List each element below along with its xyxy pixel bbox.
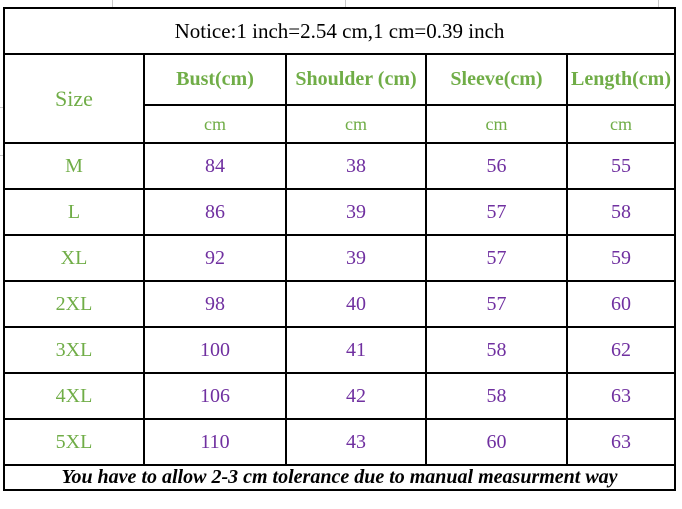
table-row: M 84 38 56 55 xyxy=(3,142,676,190)
unit-row: cm cm cm cm xyxy=(4,104,676,144)
shoulder-column-header: Shoulder (cm) xyxy=(285,53,427,106)
sleeve-unit-label: cm xyxy=(425,104,568,144)
gridline-artifact xyxy=(345,0,346,7)
shoulder-unit-label: cm xyxy=(285,104,427,144)
gridline-artifact xyxy=(0,107,4,108)
table-row: 3XL 100 41 58 62 xyxy=(3,326,676,374)
header-row: Size Bust(cm) Shoulder (cm) Sleeve(cm) L… xyxy=(3,53,676,144)
bust-column-header: Bust(cm) xyxy=(143,53,287,106)
value-cell: 58 xyxy=(425,326,568,374)
size-cell: L xyxy=(3,188,145,236)
table-row: 4XL 106 42 58 63 xyxy=(3,372,676,420)
size-cell: 4XL xyxy=(3,372,145,420)
gridline-artifact xyxy=(112,0,113,7)
table-row: 2XL 98 40 57 60 xyxy=(3,280,676,328)
size-cell: XL xyxy=(3,234,145,282)
value-cell: 106 xyxy=(143,372,287,420)
value-cell: 86 xyxy=(143,188,287,236)
value-cell: 98 xyxy=(143,280,287,328)
footer-row: You have to allow 2-3 cm tolerance due t… xyxy=(3,464,676,491)
value-cell: 41 xyxy=(285,326,427,374)
value-cell: 84 xyxy=(143,142,287,190)
notice-text: Notice:1 inch=2.54 cm,1 cm=0.39 inch xyxy=(3,7,676,55)
sleeve-column-header: Sleeve(cm) xyxy=(425,53,568,106)
table-row: XL 92 39 57 59 xyxy=(3,234,676,282)
size-column-header: Size xyxy=(3,53,145,144)
value-cell: 62 xyxy=(566,326,676,374)
value-cell: 39 xyxy=(285,188,427,236)
value-cell: 58 xyxy=(566,188,676,236)
length-unit-label: cm xyxy=(566,104,676,144)
value-cell: 39 xyxy=(285,234,427,282)
value-cell: 55 xyxy=(566,142,676,190)
value-cell: 43 xyxy=(285,418,427,466)
size-chart-table: Notice:1 inch=2.54 cm,1 cm=0.39 inch Siz… xyxy=(3,7,676,491)
value-cell: 92 xyxy=(143,234,287,282)
value-cell: 40 xyxy=(285,280,427,328)
value-cell: 57 xyxy=(425,234,568,282)
value-cell: 100 xyxy=(143,326,287,374)
value-cell: 38 xyxy=(285,142,427,190)
value-cell: 58 xyxy=(425,372,568,420)
value-cell: 63 xyxy=(566,418,676,466)
size-cell: 2XL xyxy=(3,280,145,328)
table-row: 5XL 110 43 60 63 xyxy=(3,418,676,466)
gridline-artifact xyxy=(658,0,659,7)
table-row: L 86 39 57 58 xyxy=(3,188,676,236)
value-cell: 56 xyxy=(425,142,568,190)
value-cell: 59 xyxy=(566,234,676,282)
value-cell: 57 xyxy=(425,280,568,328)
value-cell: 110 xyxy=(143,418,287,466)
size-cell: M xyxy=(3,142,145,190)
bust-unit-label: cm xyxy=(143,104,287,144)
notice-row: Notice:1 inch=2.54 cm,1 cm=0.39 inch xyxy=(3,7,676,55)
tolerance-note: You have to allow 2-3 cm tolerance due t… xyxy=(3,464,676,491)
size-cell: 5XL xyxy=(3,418,145,466)
value-cell: 42 xyxy=(285,372,427,420)
value-cell: 60 xyxy=(566,280,676,328)
size-cell: 3XL xyxy=(3,326,145,374)
value-cell: 63 xyxy=(566,372,676,420)
value-cell: 60 xyxy=(425,418,568,466)
length-column-header: Length(cm) xyxy=(566,53,676,106)
gridline-artifact xyxy=(0,155,4,156)
value-cell: 57 xyxy=(425,188,568,236)
